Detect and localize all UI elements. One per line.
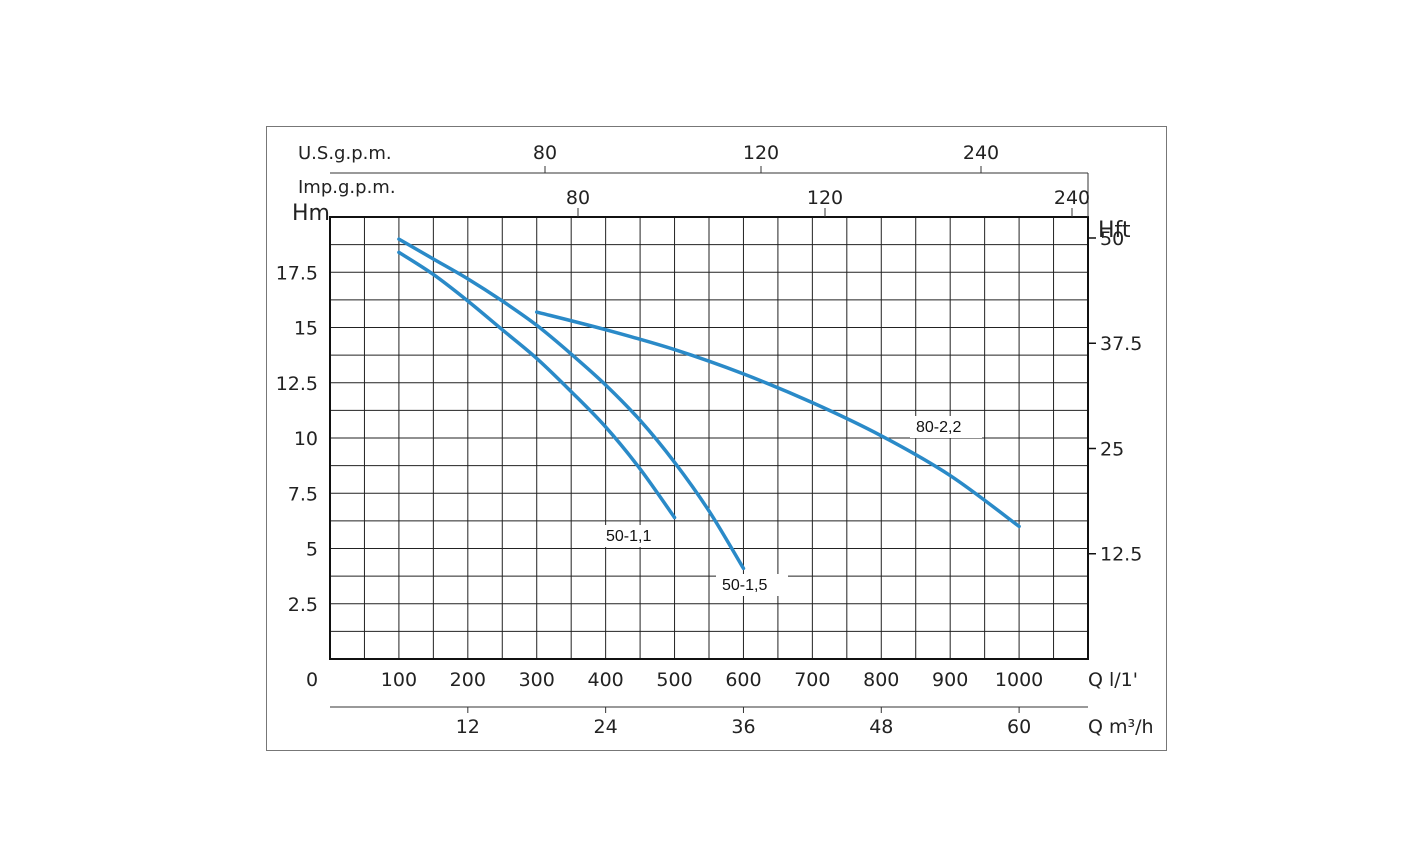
top-axis-1-title: U.S.g.p.m. bbox=[298, 143, 392, 164]
y-tick-label-right: 12.5 bbox=[1100, 544, 1142, 566]
secondary-x-tick-label: 36 bbox=[731, 716, 755, 738]
series-label: 80-2,2 bbox=[916, 419, 961, 436]
y-tick-label-right: 37.5 bbox=[1100, 333, 1142, 355]
plot-border bbox=[329, 216, 1089, 660]
x-axis-title: Q l/1' bbox=[1088, 669, 1138, 691]
secondary-x-tick-label: 12 bbox=[456, 716, 480, 738]
y-tick-label-left: 5 bbox=[306, 539, 318, 561]
series: 50-1,1 50-1,5 80-2,2 bbox=[397, 237, 1021, 596]
x-tick-label: 900 bbox=[932, 669, 968, 691]
secondary-x-tick-label: 48 bbox=[869, 716, 893, 738]
series-label-background bbox=[716, 574, 788, 596]
x-tick-label: 100 bbox=[381, 669, 417, 691]
series-curve-50-1,5 bbox=[397, 237, 746, 571]
tick-labels: 0 100 200 300 400 500 600 700 800 900 1000 2.5 5 7.5 1… bbox=[276, 142, 1143, 738]
x-tick-label: 300 bbox=[519, 669, 555, 691]
series-curve-80-2,2 bbox=[534, 310, 1021, 529]
top-axis-2-title: Imp.g.p.m. bbox=[298, 177, 396, 198]
y-tick-label-left: 7.5 bbox=[288, 483, 318, 505]
top-axis-1-tick-label: 80 bbox=[533, 142, 557, 164]
top-axis-2-tick-label: 240 bbox=[1054, 187, 1090, 209]
x-tick-label: 700 bbox=[794, 669, 830, 691]
grid bbox=[330, 217, 1088, 659]
axis-labels: U.S.g.p.m. Imp.g.p.m. Hm Hft Q l/1' Q m³… bbox=[292, 143, 1154, 738]
series-label-background bbox=[600, 525, 672, 547]
y-tick-label-left: 2.5 bbox=[288, 594, 318, 616]
y-axis-right-title: Hft bbox=[1098, 218, 1131, 243]
series-label: 50-1,5 bbox=[722, 577, 767, 594]
x-tick-label: 500 bbox=[656, 669, 692, 691]
x-tick-label: 1000 bbox=[995, 669, 1043, 691]
top-axis-1-tick-label: 240 bbox=[963, 142, 999, 164]
top-axis-2-tick-label: 80 bbox=[566, 187, 590, 209]
axes bbox=[329, 172, 1089, 708]
y-tick-label-left: 10 bbox=[294, 428, 318, 450]
series-curve-50-1,1 bbox=[397, 250, 677, 520]
y-tick-label-right: 50 bbox=[1100, 228, 1124, 250]
x-tick-label: 0 bbox=[306, 669, 318, 691]
secondary-x-tick-label: 24 bbox=[594, 716, 618, 738]
top-axis-1-tick-label: 120 bbox=[743, 142, 779, 164]
secondary-x-tick-label: 60 bbox=[1007, 716, 1031, 738]
y-tick-label-left: 17.5 bbox=[276, 262, 318, 284]
x-tick-label: 800 bbox=[863, 669, 899, 691]
x-tick-label: 200 bbox=[450, 669, 486, 691]
series-label-background bbox=[910, 416, 982, 438]
y-tick-label-left: 12.5 bbox=[276, 373, 318, 395]
y-tick-label-right: 25 bbox=[1100, 438, 1124, 460]
secondary-x-axis-title: Q m³/h bbox=[1088, 716, 1154, 738]
y-tick-label-left: 15 bbox=[294, 318, 318, 340]
x-tick-label: 600 bbox=[725, 669, 761, 691]
x-tick-label: 400 bbox=[588, 669, 624, 691]
y-axis-left-title: Hm bbox=[292, 201, 330, 226]
top-axis-2-tick-label: 120 bbox=[807, 187, 843, 209]
series-label: 50-1,1 bbox=[606, 528, 651, 545]
